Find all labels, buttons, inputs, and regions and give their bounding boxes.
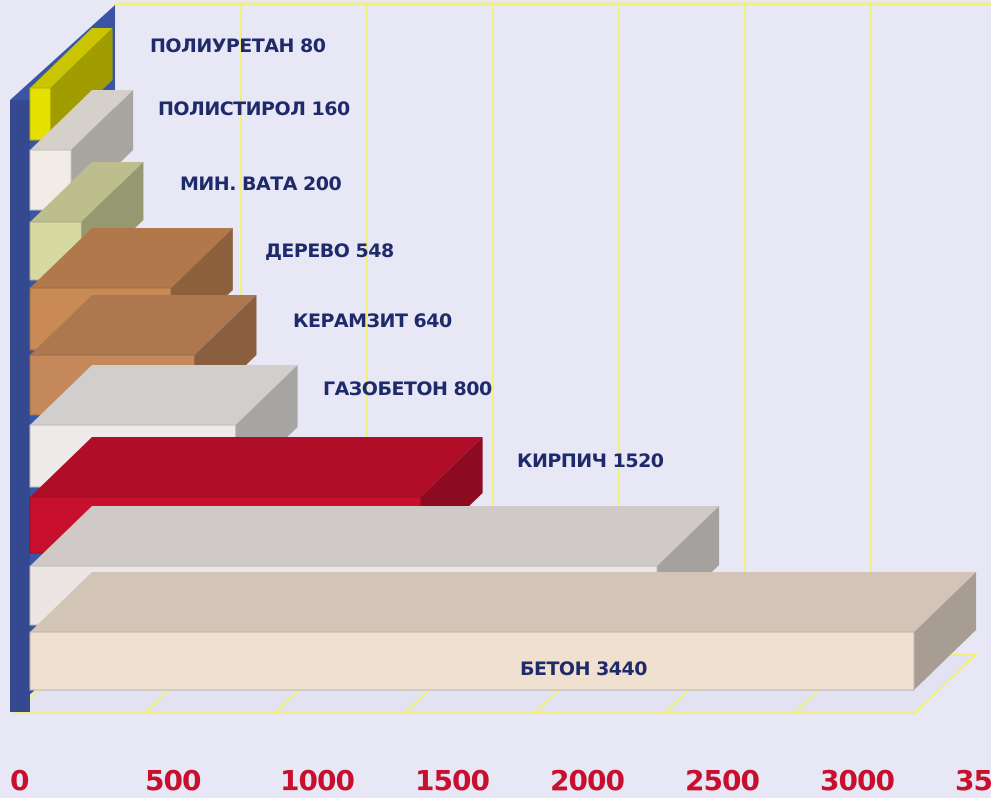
x-tick-label: 3500	[955, 764, 991, 797]
data-label: ПОЛИСТИРОЛ 160	[158, 98, 350, 120]
data-label: КИРПИЧ 1520	[517, 450, 664, 472]
x-tick-label: 0	[10, 764, 29, 797]
bar-top	[30, 506, 720, 566]
bar-front	[29, 631, 915, 691]
data-label: ДЕРЕВО 548	[265, 240, 394, 262]
bar-top	[30, 28, 113, 88]
bar-top	[30, 437, 483, 497]
bar-top	[30, 90, 134, 150]
x-tick-label: 3000	[820, 764, 894, 797]
data-label: КЕРАМЗИТ 640	[293, 310, 452, 332]
bar-top	[30, 162, 144, 222]
data-label: МИН. ВАТА 200	[180, 173, 341, 195]
x-tick-label: 2000	[550, 764, 624, 797]
bar-top	[30, 365, 298, 425]
data-label: ГАЗОБЕТОН 800	[323, 378, 492, 400]
data-label: ПОЛИУРЕТАН 80	[150, 35, 326, 57]
x-tick-label: 2500	[685, 764, 759, 797]
bar-side	[50, 28, 113, 140]
x-tick-label: 1500	[415, 764, 489, 797]
bar-side	[914, 572, 977, 690]
data-label: БЕТОН 3440	[520, 658, 647, 680]
bar-front	[29, 87, 52, 141]
bar-top	[30, 295, 257, 355]
x-tick-label: 1000	[280, 764, 354, 797]
bar-top	[30, 572, 977, 632]
x-tick-label: 500	[145, 764, 201, 797]
bar-top	[30, 228, 233, 288]
left-wall-front	[10, 100, 30, 712]
